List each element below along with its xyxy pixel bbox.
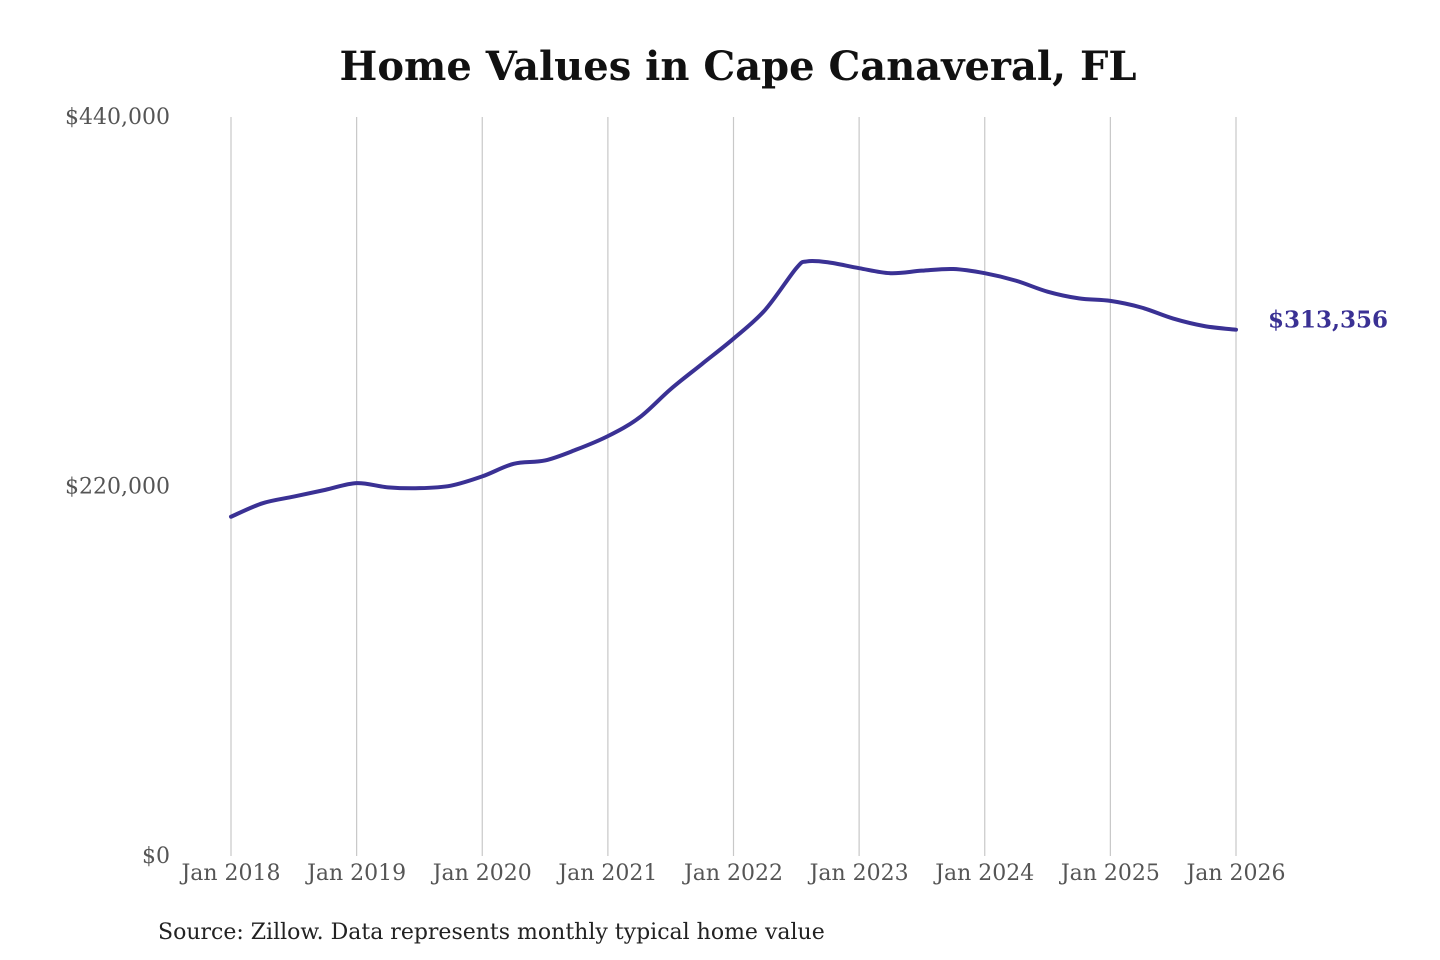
data-point	[805, 259, 809, 263]
data-point	[1203, 324, 1207, 328]
data-point	[857, 266, 861, 270]
series-layer: $313,356	[229, 258, 1388, 519]
data-point	[637, 416, 641, 420]
data-point	[292, 495, 296, 499]
data-point	[260, 501, 264, 505]
y-tick-label: $440,000	[65, 105, 170, 130]
data-point	[574, 448, 578, 452]
data-point	[512, 462, 516, 466]
data-point	[669, 387, 673, 391]
x-tick-label: Jan 2020	[431, 861, 532, 886]
x-tick-label: Jan 2021	[556, 861, 657, 886]
x-tick-label: Jan 2025	[1059, 861, 1160, 886]
x-tick-label: Jan 2018	[179, 861, 280, 886]
data-point	[355, 481, 359, 485]
data-point	[951, 267, 955, 271]
data-point	[700, 362, 704, 366]
source-note: Source: Zillow. Data represents monthly …	[158, 920, 825, 945]
x-tick-label: Jan 2024	[933, 861, 1034, 886]
x-tick-label: Jan 2026	[1184, 861, 1285, 886]
chart-title: Home Values in Cape Canaveral, FL	[340, 43, 1137, 90]
data-point	[229, 515, 233, 519]
data-point	[386, 485, 390, 489]
y-tick-label: $0	[142, 844, 170, 869]
data-point	[323, 488, 327, 492]
end-value-label: $313,356	[1268, 307, 1388, 334]
y-axis: $0 $220,000 $440,000	[65, 105, 170, 869]
data-point	[889, 271, 893, 275]
data-point	[417, 486, 421, 490]
data-point	[1077, 296, 1081, 300]
data-point	[449, 484, 453, 488]
x-tick-label: Jan 2023	[808, 861, 909, 886]
data-point	[606, 434, 610, 438]
gridlines	[230, 117, 1237, 856]
data-point	[983, 271, 987, 275]
data-point	[1014, 279, 1018, 283]
data-point	[1046, 290, 1050, 294]
y-tick-label: $220,000	[65, 475, 170, 500]
data-point	[826, 260, 830, 264]
x-tick-label: Jan 2019	[305, 861, 406, 886]
x-tick-label: Jan 2022	[682, 861, 783, 886]
data-point	[763, 308, 767, 312]
data-point	[732, 337, 736, 341]
data-point	[1108, 299, 1112, 303]
data-point	[480, 474, 484, 478]
data-point	[794, 266, 798, 270]
data-point	[920, 269, 924, 273]
data-point	[1140, 306, 1144, 310]
x-axis: Jan 2018 Jan 2019 Jan 2020 Jan 2021 Jan 2022…	[179, 861, 1285, 886]
data-point	[1171, 317, 1175, 321]
data-point	[1234, 328, 1238, 332]
data-point	[543, 458, 547, 462]
series-line	[229, 258, 1238, 519]
